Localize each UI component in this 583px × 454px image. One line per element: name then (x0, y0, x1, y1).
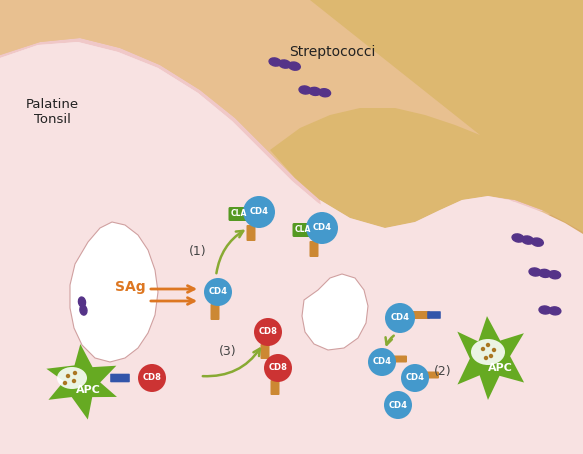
Polygon shape (420, 0, 583, 454)
Ellipse shape (522, 236, 533, 244)
Polygon shape (270, 0, 583, 232)
Ellipse shape (57, 367, 87, 389)
FancyBboxPatch shape (392, 355, 407, 362)
Polygon shape (457, 316, 524, 400)
Circle shape (489, 354, 493, 358)
FancyBboxPatch shape (247, 225, 255, 241)
Text: CD8: CD8 (143, 374, 161, 383)
Ellipse shape (80, 305, 87, 315)
Circle shape (204, 278, 232, 306)
FancyBboxPatch shape (110, 374, 130, 382)
Circle shape (243, 196, 275, 228)
Text: CD4: CD4 (406, 374, 424, 383)
Text: CD4: CD4 (209, 287, 227, 296)
Circle shape (384, 391, 412, 419)
Text: APC: APC (487, 363, 512, 373)
Polygon shape (0, 42, 583, 454)
FancyBboxPatch shape (271, 380, 279, 395)
Ellipse shape (299, 86, 311, 94)
Text: CLA: CLA (231, 209, 247, 218)
Text: CD4: CD4 (373, 357, 392, 366)
Ellipse shape (269, 58, 281, 66)
Polygon shape (47, 344, 117, 419)
Text: CD4: CD4 (388, 400, 408, 410)
Ellipse shape (539, 269, 551, 277)
Ellipse shape (471, 339, 505, 365)
FancyBboxPatch shape (147, 367, 161, 377)
Text: (3): (3) (219, 345, 237, 359)
Text: CD8: CD8 (259, 327, 278, 336)
Text: CD8: CD8 (269, 364, 287, 372)
Ellipse shape (532, 238, 543, 246)
Ellipse shape (549, 307, 561, 315)
Ellipse shape (529, 268, 541, 276)
Circle shape (385, 303, 415, 333)
Circle shape (484, 356, 488, 360)
FancyBboxPatch shape (210, 304, 220, 320)
Text: (1): (1) (189, 246, 207, 258)
Ellipse shape (539, 306, 551, 314)
Text: Palatine
Tonsil: Palatine Tonsil (26, 98, 79, 126)
FancyBboxPatch shape (425, 371, 439, 379)
Ellipse shape (309, 87, 321, 95)
Ellipse shape (279, 60, 290, 68)
Text: CD4: CD4 (312, 223, 332, 232)
Ellipse shape (289, 62, 300, 70)
Circle shape (254, 318, 282, 346)
FancyBboxPatch shape (293, 223, 314, 237)
Circle shape (486, 343, 490, 347)
Circle shape (72, 379, 76, 383)
Text: CD4: CD4 (391, 314, 409, 322)
FancyBboxPatch shape (310, 241, 318, 257)
Circle shape (368, 348, 396, 376)
Circle shape (73, 371, 77, 375)
Polygon shape (500, 0, 583, 454)
Text: Streptococci: Streptococci (289, 45, 375, 59)
Ellipse shape (549, 271, 561, 279)
Polygon shape (0, 38, 583, 454)
Polygon shape (0, 42, 583, 454)
Polygon shape (70, 222, 158, 362)
Circle shape (492, 348, 496, 352)
Circle shape (306, 212, 338, 244)
Polygon shape (0, 0, 583, 232)
Text: CD4: CD4 (250, 207, 269, 217)
FancyBboxPatch shape (427, 311, 441, 319)
FancyBboxPatch shape (229, 207, 250, 221)
Circle shape (138, 364, 166, 392)
Text: (2): (2) (434, 365, 452, 379)
Polygon shape (302, 274, 368, 350)
Circle shape (66, 374, 70, 378)
Circle shape (63, 381, 67, 385)
Text: SAg: SAg (115, 280, 145, 294)
FancyBboxPatch shape (412, 311, 430, 319)
Polygon shape (320, 196, 540, 454)
Circle shape (401, 364, 429, 392)
Ellipse shape (512, 234, 524, 242)
Ellipse shape (319, 89, 331, 97)
Circle shape (481, 347, 485, 351)
Text: CLA: CLA (295, 226, 311, 235)
FancyBboxPatch shape (261, 344, 269, 359)
Ellipse shape (79, 297, 86, 307)
Circle shape (264, 354, 292, 382)
Text: APC: APC (76, 385, 100, 395)
